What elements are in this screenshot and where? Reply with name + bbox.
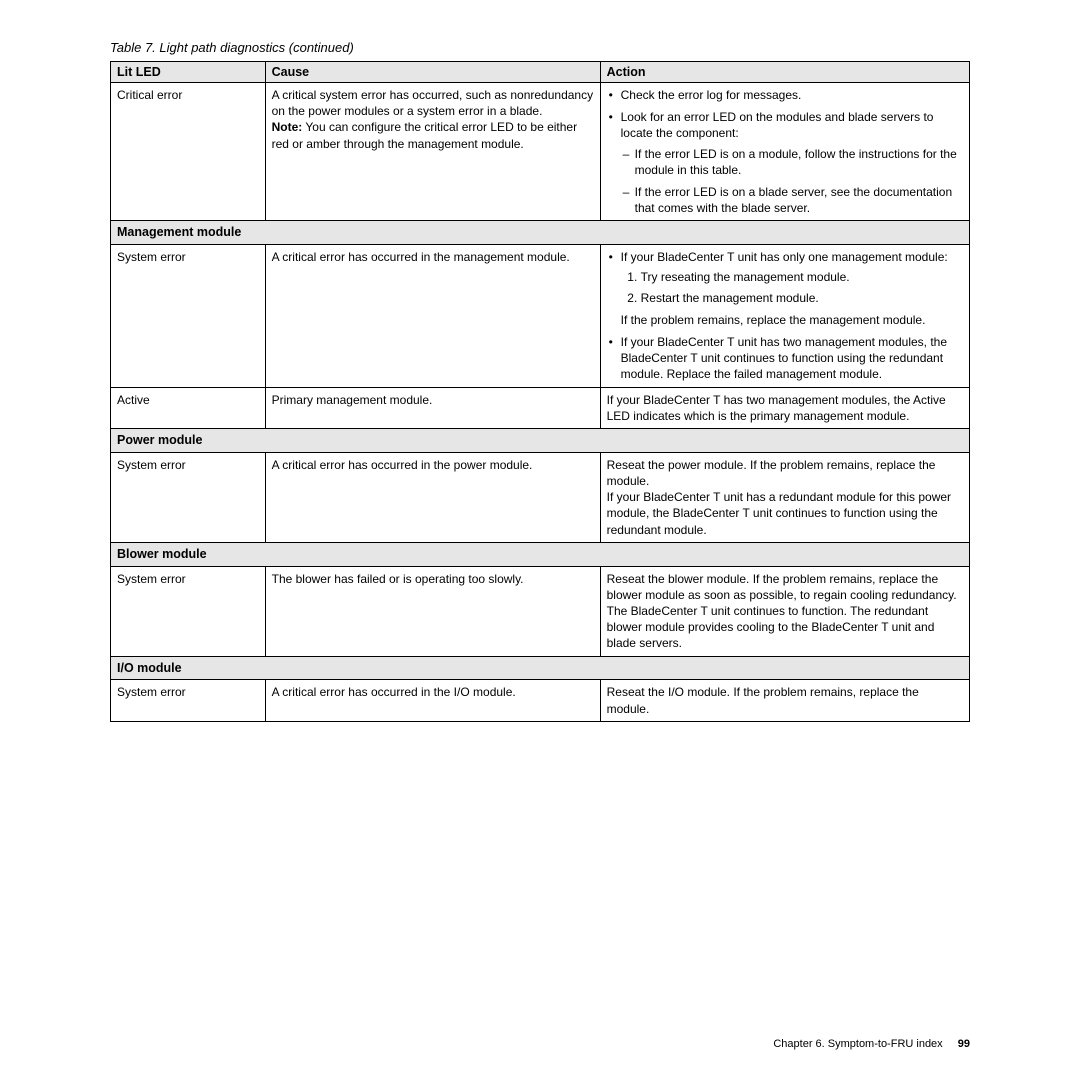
footer-page-number: 99 <box>958 1038 970 1050</box>
table-row: System error The blower has failed or is… <box>111 566 970 656</box>
section-header-management: Management module <box>111 221 970 245</box>
col-header-cause: Cause <box>265 62 600 83</box>
cell-cause: A critical system error has occurred, su… <box>265 83 600 221</box>
cell-led: Critical error <box>111 83 266 221</box>
cell-cause: A critical error has occurred in the man… <box>265 245 600 387</box>
cell-action: Reseat the blower module. If the problem… <box>600 566 969 656</box>
cell-led: System error <box>111 452 266 542</box>
table-header-row: Lit LED Cause Action <box>111 62 970 83</box>
col-header-led: Lit LED <box>111 62 266 83</box>
section-header-io: I/O module <box>111 656 970 680</box>
cell-led: Active <box>111 387 266 428</box>
cell-action: If your BladeCenter T unit has only one … <box>600 245 969 387</box>
col-header-action: Action <box>600 62 969 83</box>
cell-action: Reseat the I/O module. If the problem re… <box>600 680 969 721</box>
section-header-blower: Blower module <box>111 542 970 566</box>
cell-led: System error <box>111 245 266 387</box>
cell-action: If your BladeCenter T has two management… <box>600 387 969 428</box>
cell-led: System error <box>111 680 266 721</box>
section-header-power: Power module <box>111 428 970 452</box>
cell-action: Check the error log for messages. Look f… <box>600 83 969 221</box>
table-caption: Table 7. Light path diagnostics (continu… <box>110 40 970 55</box>
cell-led: System error <box>111 566 266 656</box>
cell-cause: Primary management module. <box>265 387 600 428</box>
cell-cause: A critical error has occurred in the pow… <box>265 452 600 542</box>
table-row: System error A critical error has occurr… <box>111 452 970 542</box>
table-row: System error A critical error has occurr… <box>111 680 970 721</box>
cell-cause: A critical error has occurred in the I/O… <box>265 680 600 721</box>
table-row: Critical error A critical system error h… <box>111 83 970 221</box>
page-footer: Chapter 6. Symptom-to-FRU index 99 <box>773 1038 970 1050</box>
cell-action: Reseat the power module. If the problem … <box>600 452 969 542</box>
cell-cause: The blower has failed or is operating to… <box>265 566 600 656</box>
table-row: System error A critical error has occurr… <box>111 245 970 387</box>
diagnostics-table: Lit LED Cause Action Critical error A cr… <box>110 61 970 722</box>
footer-chapter: Chapter 6. Symptom-to-FRU index <box>773 1038 942 1050</box>
table-row: Active Primary management module. If you… <box>111 387 970 428</box>
